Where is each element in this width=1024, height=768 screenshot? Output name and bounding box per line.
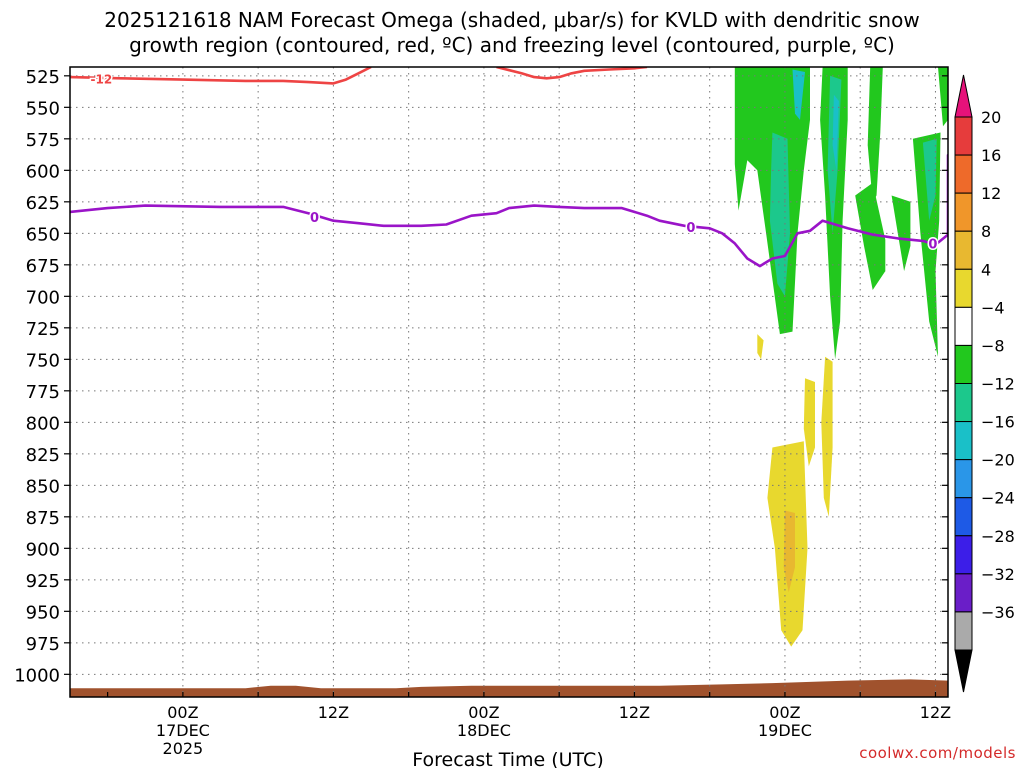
freezing-level-label: 0 <box>928 237 937 252</box>
grid-lines <box>70 67 948 697</box>
colorbar-swatch <box>954 573 973 613</box>
y-tick-label: 675 <box>26 256 60 277</box>
terrain-layer <box>70 679 948 697</box>
terrain-fill <box>70 679 948 697</box>
y-tick-label: 1000 <box>14 665 60 686</box>
omega-region-2 <box>792 69 805 120</box>
colorbar-swatch <box>954 383 973 423</box>
colorbar-label: −12 <box>981 375 1015 394</box>
site-credit: coolwx.com/models <box>859 744 1016 762</box>
colorbar-swatch <box>954 154 973 194</box>
colorbar-swatch <box>954 497 973 537</box>
colorbar-swatch <box>954 459 973 499</box>
omega-shading-layer <box>734 67 948 647</box>
dgz-contour-label: -12 <box>91 72 113 86</box>
x-tick-year: 2025 <box>163 739 204 758</box>
colorbar-label: −24 <box>981 489 1015 508</box>
colorbar-label: 16 <box>981 146 1001 165</box>
x-tick-label: 00Z <box>769 703 800 722</box>
colorbar-label: −20 <box>981 451 1015 470</box>
x-tick-date: 18DEC <box>457 721 511 740</box>
colorbar-label: −4 <box>981 298 1005 317</box>
colorbar-label: −28 <box>981 527 1015 546</box>
y-tick-label: 725 <box>26 319 60 340</box>
omega-region-8 <box>891 195 911 272</box>
freezing-level-label: 0 <box>310 211 319 226</box>
y-tick-label: 900 <box>26 539 60 560</box>
colorbar-label: 4 <box>981 260 991 279</box>
omega-region-11 <box>938 67 948 127</box>
colorbar-swatch <box>954 535 973 575</box>
colorbar-swatch <box>954 344 973 384</box>
omega-region-5 <box>832 94 839 171</box>
colorbar-swatch <box>954 230 973 270</box>
y-tick-label: 825 <box>26 445 60 466</box>
plot-frame <box>69 66 949 698</box>
x-tick-label: 00Z <box>167 703 198 722</box>
freezing-level-label: 0 <box>686 221 695 236</box>
x-tick-label: 12Z <box>318 703 349 722</box>
dgz-contour-a <box>70 67 372 85</box>
y-tick-label: 850 <box>26 476 60 497</box>
colorbar-swatch <box>954 268 973 308</box>
contour-layer: 0 0 0 -12 <box>70 67 948 268</box>
colorbar-bottom-arrow <box>954 649 973 693</box>
y-tick-label: 875 <box>26 508 60 529</box>
y-tick-label: 525 <box>26 67 60 88</box>
y-axis: 525 550 575 600 625 650 675 700 725 750 775 800 825 8… <box>14 67 948 686</box>
y-tick-label: 950 <box>26 602 60 623</box>
y-tick-label: 750 <box>26 350 60 371</box>
omega-region-10 <box>922 138 937 221</box>
colorbar-label: −32 <box>981 565 1015 584</box>
y-tick-label: 800 <box>26 413 60 434</box>
x-tick-date: 17DEC <box>156 721 210 740</box>
colorbar-label: 8 <box>981 222 991 241</box>
colorbar-swatch <box>954 192 973 232</box>
colorbar-label: 12 <box>981 184 1001 203</box>
y-tick-label: 625 <box>26 193 60 214</box>
omega-region-13 <box>783 510 795 593</box>
freezing-level-contour <box>70 153 948 268</box>
y-tick-label: 775 <box>26 382 60 403</box>
colorbar-top-arrow <box>954 74 973 118</box>
omega-region-16 <box>757 334 764 360</box>
omega-region-7 <box>867 67 883 202</box>
colorbar-label: −16 <box>981 413 1015 432</box>
y-tick-label: 700 <box>26 287 60 308</box>
y-tick-label: 975 <box>26 634 60 655</box>
colorbar-swatch <box>954 306 973 346</box>
y-tick-label: 650 <box>26 224 60 245</box>
omega-region-6 <box>855 182 886 290</box>
omega-region-15 <box>821 356 833 517</box>
y-tick-label: 575 <box>26 130 60 151</box>
x-axis-label: Forecast Time (UTC) <box>412 749 603 768</box>
x-tick-label: 12Z <box>619 703 650 722</box>
colorbar-swatch-last <box>954 611 973 651</box>
y-tick-label: 550 <box>26 98 60 119</box>
dgz-contour-b <box>496 67 648 80</box>
colorbar-swatch <box>954 421 973 461</box>
x-tick-date: 19DEC <box>758 721 812 740</box>
chart-title-line-1: 2025121618 NAM Forecast Omega (shaded, μ… <box>104 8 920 32</box>
y-tick-label: 925 <box>26 571 60 592</box>
x-tick-label: 00Z <box>468 703 499 722</box>
colorbar-swatch <box>954 116 973 156</box>
colorbar-label: 20 <box>981 108 1001 127</box>
y-tick-label: 600 <box>26 161 60 182</box>
x-tick-label: 12Z <box>920 703 951 722</box>
colorbar-label: −8 <box>981 336 1005 355</box>
chart-title-line-2: growth region (contoured, red, ºC) and f… <box>129 33 895 57</box>
colorbar: 20 16 12 8 4 −4 −8 −12 −16 −20 −24 −28 −32 −36 <box>954 74 1015 693</box>
colorbar-label: −36 <box>981 603 1015 622</box>
